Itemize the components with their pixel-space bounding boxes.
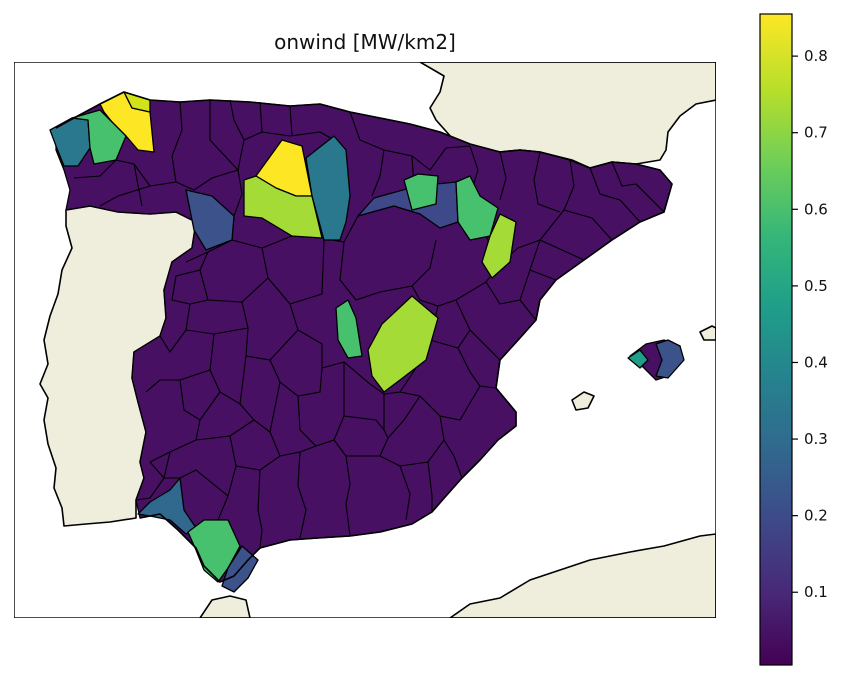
- colorbar-tick-label: 0.8: [804, 47, 828, 65]
- navarra-green-region: [403, 173, 439, 211]
- burgos-west-region: [243, 175, 323, 239]
- huelva-blue-region: [137, 477, 197, 535]
- teruel-lime-region: [481, 213, 517, 279]
- ibiza-land: [571, 391, 595, 411]
- galicia-green-region: [71, 109, 127, 165]
- africa-land: [199, 595, 251, 618]
- menorca-land: [699, 325, 716, 341]
- colorbar: 0.1 0.2 0.3 0.4 0.5 0.6 0.7 0.8: [759, 13, 828, 666]
- colorbar-tick-label: 0.7: [804, 124, 828, 142]
- guadalajara-green-region: [335, 299, 363, 359]
- region-boundaries: [73, 99, 665, 549]
- colorbar-ticks: 0.1 0.2 0.3 0.4 0.5 0.6 0.7 0.8: [792, 47, 828, 601]
- colorbar-gradient: [759, 13, 793, 666]
- zaragoza-green-region: [455, 175, 499, 241]
- coastline: [55, 91, 673, 583]
- mallorca-teal-region: [627, 349, 649, 369]
- algeria-land: [449, 533, 716, 618]
- leon-blue-region: [185, 189, 235, 251]
- mallorca-blue-region: [655, 339, 685, 379]
- colorbar-tick-label: 0.1: [804, 583, 828, 601]
- colorbar-tick-label: 0.3: [804, 430, 828, 448]
- colorbar-tick-label: 0.6: [804, 200, 828, 218]
- colorbar-tick-label: 0.2: [804, 507, 828, 525]
- colorbar-tick-label: 0.5: [804, 277, 828, 295]
- cuenca-lime-region: [367, 295, 439, 393]
- map-area: [14, 62, 716, 618]
- cantabria-teal-region: [305, 135, 351, 241]
- map-title: onwind [MW/km2]: [274, 30, 456, 54]
- colorbar-tick-label: 0.4: [804, 353, 828, 371]
